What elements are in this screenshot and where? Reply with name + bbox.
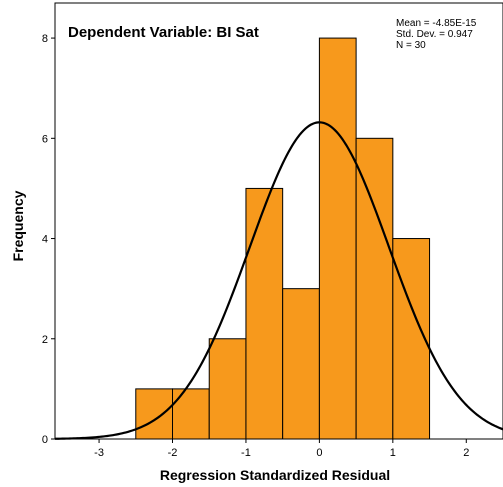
- x-tick-label: -3: [94, 447, 104, 459]
- x-axis-title: Regression Standardized Residual: [160, 467, 390, 483]
- y-tick-label: 0: [42, 434, 48, 446]
- histogram-bar: [282, 288, 320, 440]
- axes-group: -3 -2 -1 0 1 2 0 2 4 6 8: [42, 33, 469, 459]
- x-tick-label: 2: [463, 447, 469, 459]
- chart-title: Dependent Variable: BI Sat: [68, 24, 259, 41]
- y-axis-title: Frequency: [10, 190, 26, 261]
- y-tick-label: 2: [42, 334, 48, 346]
- y-tick-label: 6: [42, 133, 48, 145]
- stat-std-dev: Std. Dev. = 0.947: [396, 29, 473, 40]
- histogram-bar: [208, 338, 247, 440]
- x-tick-label: -1: [241, 447, 251, 459]
- histogram-bar: [355, 137, 394, 440]
- histogram-bar: [318, 37, 357, 440]
- stat-mean: Mean = -4.85E-15: [396, 18, 477, 29]
- histogram-bar: [172, 388, 210, 440]
- normal-curve: [54, 121, 503, 440]
- histogram-bar: [135, 388, 174, 440]
- y-tick-label: 8: [42, 33, 48, 45]
- stat-n: N = 30: [396, 40, 426, 51]
- x-tick-label: 0: [316, 447, 322, 459]
- histogram-bar: [245, 187, 284, 440]
- x-tick-label: 1: [390, 447, 396, 459]
- bars-group: [135, 37, 431, 440]
- y-tick-label: 4: [42, 234, 48, 246]
- x-tick-label: -2: [168, 447, 178, 459]
